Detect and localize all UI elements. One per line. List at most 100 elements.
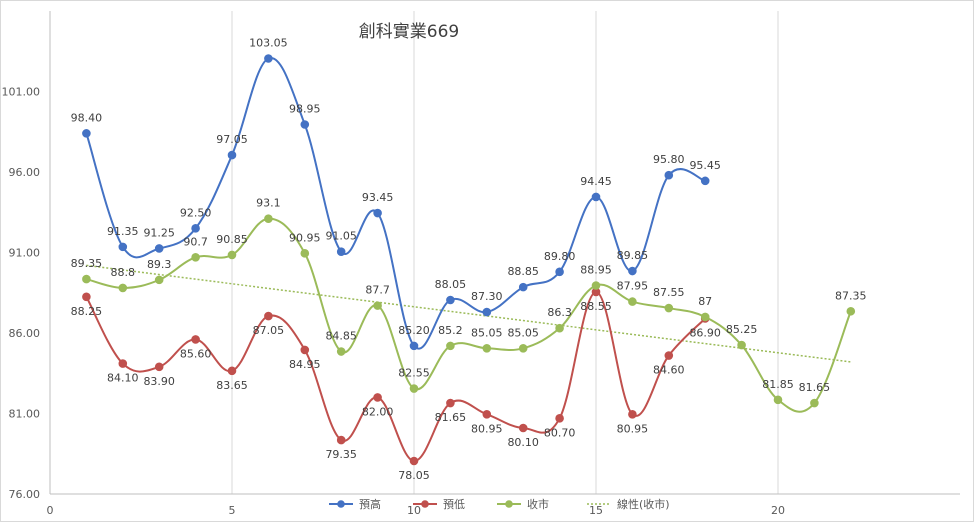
data-label: 98.40: [71, 111, 103, 124]
data-point: [628, 297, 637, 306]
x-tick-label: 0: [47, 504, 54, 517]
data-point: [336, 247, 346, 256]
data-label: 91.25: [143, 226, 175, 239]
data-labels: 98.40 91.35 91.25 92.50 97.05 103.05 98.95 91.0…: [71, 36, 867, 482]
data-point: [82, 292, 91, 302]
data-label: 79.35: [325, 448, 357, 461]
data-point: [300, 249, 310, 258]
data-label: 87.35: [835, 289, 867, 302]
data-point: [664, 303, 674, 313]
data-point: [118, 283, 128, 293]
x-tick-label: 20: [771, 504, 785, 517]
y-tick-label: 76.00: [9, 488, 41, 501]
data-label: 84.85: [325, 330, 357, 343]
data-label: 88.85: [507, 265, 539, 278]
x-tick-label: 15: [589, 504, 603, 517]
data-point: [518, 282, 528, 292]
data-label: 85.05: [471, 326, 503, 339]
data-point: [700, 312, 710, 322]
data-point: [555, 323, 564, 333]
data-point: [518, 343, 528, 353]
data-label: 81.65: [435, 411, 467, 424]
data-point: [409, 456, 419, 466]
legend-label: 收市: [527, 497, 549, 511]
data-label: 98.95: [289, 103, 321, 116]
data-label: 89.80: [544, 250, 576, 263]
data-label: 85.60: [180, 347, 212, 360]
data-point: [82, 274, 91, 284]
data-point: [264, 54, 273, 63]
data-label: 82.55: [398, 367, 430, 380]
data-label: 84.95: [289, 358, 321, 371]
data-label: 87.7: [365, 284, 390, 297]
data-point: [191, 224, 200, 233]
y-tick-label: 86.00: [9, 327, 41, 340]
series-line: [85, 57, 706, 350]
data-label: 91.35: [107, 225, 139, 238]
data-point: [700, 176, 710, 186]
data-point: [409, 384, 419, 393]
data-label: 82.00: [362, 405, 394, 418]
legend-label: 預低: [443, 498, 465, 511]
data-label: 88.55: [580, 300, 612, 313]
data-point: [446, 341, 455, 351]
data-point: [591, 281, 601, 290]
x-tick-label: 10: [407, 504, 421, 517]
data-point: [664, 170, 674, 180]
data-label: 88.05: [435, 278, 467, 291]
data-point: [300, 120, 310, 129]
legend-label: 線性(收市): [617, 497, 670, 511]
data-label: 87.95: [617, 280, 649, 293]
legend-marker: [505, 500, 513, 508]
data-point: [191, 335, 200, 344]
data-label: 91.05: [325, 230, 357, 243]
data-label: 86.90: [689, 327, 721, 340]
data-label: 80.95: [617, 422, 649, 435]
data-point: [118, 242, 128, 252]
data-label: 90.95: [289, 231, 321, 244]
data-label: 90.85: [216, 233, 248, 246]
data-point: [154, 244, 164, 253]
data-label: 95.45: [689, 159, 721, 172]
data-label: 89.35: [71, 257, 103, 270]
series-line: [85, 290, 706, 462]
data-point: [446, 398, 455, 408]
data-point: [154, 275, 164, 285]
data-label: 87.55: [653, 286, 685, 299]
data-point: [154, 362, 164, 372]
series-line: [86, 217, 852, 413]
data-point: [336, 347, 346, 356]
data-label: 89.85: [617, 249, 649, 262]
data-point: [773, 395, 783, 405]
data-label: 89.3: [147, 258, 172, 271]
data-label: 80.10: [507, 436, 539, 449]
data-point: [191, 253, 200, 262]
y-tick-label: 96.00: [9, 166, 41, 179]
trendline-layer: [86, 264, 851, 363]
data-point: [518, 423, 528, 433]
data-point: [373, 208, 382, 218]
data-point: [664, 351, 674, 360]
data-label: 84.10: [107, 372, 139, 385]
data-label: 95.80: [653, 153, 685, 166]
data-label: 84.60: [653, 364, 685, 377]
data-point: [555, 267, 564, 277]
data-label: 85.20: [398, 324, 430, 337]
data-point: [227, 250, 237, 260]
legend-marker: [421, 500, 429, 508]
data-point: [482, 307, 492, 317]
chart-title: 創科實業669: [359, 22, 459, 42]
data-label: 78.05: [398, 469, 430, 482]
data-label: 87: [698, 295, 712, 308]
data-point: [482, 410, 492, 419]
data-label: 81.85: [762, 378, 794, 391]
legend-label: 預高: [359, 497, 381, 511]
x-tick-label: 5: [229, 504, 236, 517]
data-point: [373, 301, 382, 310]
data-point: [336, 435, 346, 445]
data-label: 90.7: [183, 235, 208, 248]
data-point: [482, 343, 492, 353]
data-label: 97.05: [216, 133, 248, 146]
data-point: [264, 214, 273, 223]
